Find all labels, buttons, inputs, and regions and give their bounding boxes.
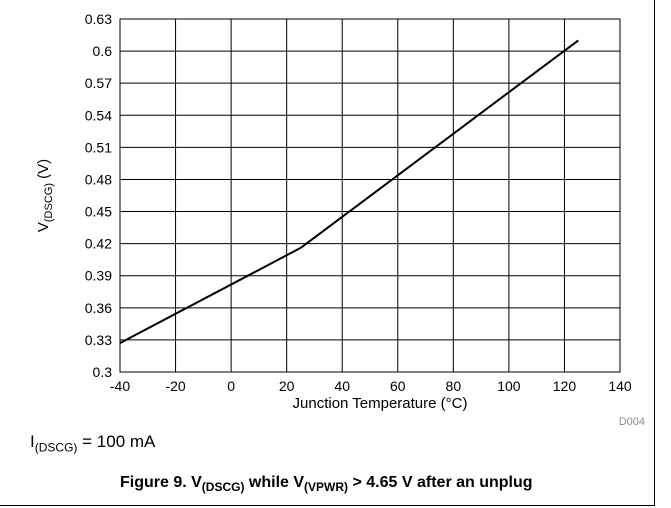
chart: 0.3 0.33 0.36 0.39 0.42 0.45 0.48 0.51 0.54 0.57 0… xyxy=(35,11,645,428)
x-tick-label: 0 xyxy=(227,378,235,394)
x-tick-label: 60 xyxy=(390,378,406,394)
y-tick-label: 0.63 xyxy=(85,11,112,27)
y-tick-label: 0.3 xyxy=(93,364,113,380)
condition-main: I xyxy=(30,432,35,451)
figure-code: D004 xyxy=(619,416,645,428)
condition-rest: = 100 mA xyxy=(77,432,156,451)
y-axis-label-main: V xyxy=(35,222,52,232)
condition-sub: (DSCG) xyxy=(34,440,78,455)
series-line xyxy=(119,39,579,344)
y-axis-label: V(DSCG) (V) xyxy=(35,159,55,232)
x-tick-label: -40 xyxy=(110,378,130,394)
plot-border xyxy=(119,18,621,373)
x-tick-label: 140 xyxy=(608,378,632,394)
y-tick-label: 0.45 xyxy=(85,204,112,220)
caption-sub-1: (DSCG) xyxy=(201,480,245,495)
x-tick-label: 80 xyxy=(446,378,462,394)
x-axis-label: Junction Temperature (°C) xyxy=(293,395,468,412)
y-tick-label: 0.48 xyxy=(85,171,112,187)
caption-sub-2: (VPWR) xyxy=(304,480,349,495)
caption-prefix: Figure 9. V xyxy=(120,474,202,491)
y-tick-label: 0.57 xyxy=(85,75,112,91)
y-tick-label: 0.6 xyxy=(93,43,113,59)
y-tick-label: 0.39 xyxy=(85,268,112,284)
figure-frame xyxy=(0,0,655,506)
y-tick-label: 0.51 xyxy=(85,139,112,155)
y-tick-label: 0.54 xyxy=(85,107,112,123)
x-tick-label: 100 xyxy=(497,378,521,394)
x-tick-label: 20 xyxy=(279,378,295,394)
caption-suffix: > 4.65 V after an unplug xyxy=(348,474,533,491)
y-axis-label-unit: (V) xyxy=(35,159,52,183)
x-tick-label: 40 xyxy=(334,378,350,394)
x-tick-label: 120 xyxy=(553,378,577,394)
y-tick-labels: 0.3 0.33 0.36 0.39 0.42 0.45 0.48 0.51 0.54 0.57 0… xyxy=(85,11,112,380)
x-tick-labels: -40 -20 0 20 40 60 80 100 120 140 xyxy=(110,378,632,394)
y-axis-label-sub: (DSCG) xyxy=(43,183,55,222)
y-tick-label: 0.36 xyxy=(85,300,112,316)
series-group xyxy=(119,39,579,344)
caption-mid: while V xyxy=(244,474,305,491)
test-condition: I(DSCG) = 100 mA xyxy=(30,432,155,454)
x-tick-label: -20 xyxy=(165,378,185,394)
figure-caption: Figure 9. V(DSCG) while V(VPWR) > 4.65 V… xyxy=(120,474,533,494)
y-tick-label: 0.42 xyxy=(85,236,112,252)
y-tick-label: 0.33 xyxy=(85,332,112,348)
